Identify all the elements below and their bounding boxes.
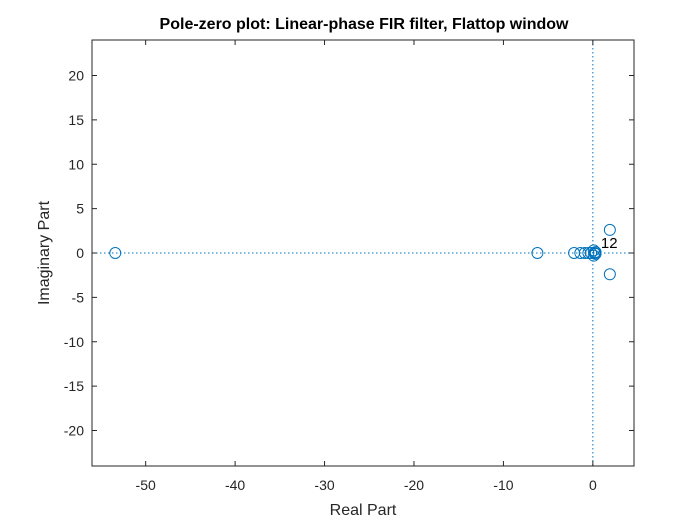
x-tick-label: -30 [314, 477, 334, 493]
reference-lines [92, 40, 634, 466]
zero-marker [589, 247, 602, 260]
zero-marker [582, 247, 595, 259]
y-tick-label: -10 [64, 334, 84, 350]
y-tick-label: 20 [68, 68, 84, 84]
annotations: 12 [601, 235, 618, 252]
axes-box [91, 39, 635, 467]
y-tick-label: 0 [76, 245, 84, 261]
x-tick-label: -50 [136, 477, 156, 493]
zero-marker [531, 247, 544, 259]
y-tick-label: -5 [72, 289, 85, 305]
zero-marker [109, 247, 122, 259]
multiplicity-label: 12 [601, 235, 618, 252]
y-axis-label: Imaginary Part [36, 200, 53, 305]
zero-marker [603, 268, 616, 281]
chart-title: Pole-zero plot: Linear-phase FIR filter,… [160, 16, 569, 33]
y-tick-label: 10 [68, 156, 84, 172]
plot-area [91, 39, 635, 467]
zero-marker [588, 247, 601, 259]
y-tick-label: -20 [64, 423, 84, 439]
zero-markers [109, 223, 616, 281]
zero-marker [603, 223, 616, 236]
y-tick-label: -15 [64, 378, 84, 394]
x-tick-label: -40 [225, 477, 245, 493]
y-tick-label: 15 [68, 112, 84, 128]
x-tick-label: -10 [493, 477, 513, 493]
x-axis-label: Real Part [330, 502, 397, 519]
x-tick-label: 0 [589, 477, 597, 493]
y-tick-label: 5 [76, 201, 84, 217]
x-tick-label: -20 [404, 477, 424, 493]
zero-marker [585, 247, 598, 259]
